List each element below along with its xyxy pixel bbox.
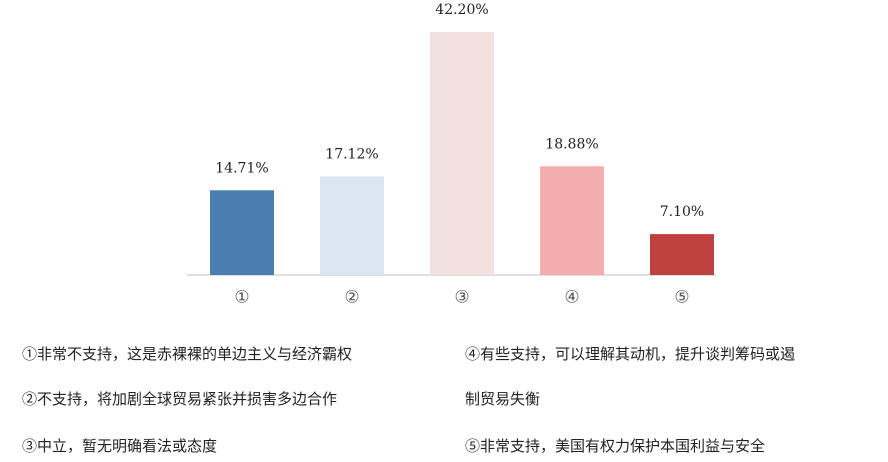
legend-note: ②不支持，将加剧全球贸易紧张并损害多边合作 [22, 390, 337, 408]
bar [650, 234, 714, 275]
bar [430, 32, 494, 275]
bar [210, 190, 274, 275]
legend-note: ⑤非常支持，美国有权力保护本国利益与安全 [465, 437, 765, 455]
legend-note: ①非常不支持，这是赤裸裸的单边主义与经济霸权 [22, 345, 352, 363]
x-tick-label: ② [344, 288, 359, 308]
value-label: 7.10% [660, 204, 704, 220]
legend-note: ④有些支持，可以理解其动机，提升谈判筹码或遏 [465, 345, 795, 363]
legend-note: 制贸易失衡 [465, 390, 540, 408]
bar [540, 166, 604, 275]
x-tick-label: ⑤ [674, 288, 689, 308]
x-tick-label: ④ [564, 288, 579, 308]
x-tick-label: ③ [454, 288, 469, 308]
legend-note: ③中立，暂无明确看法或态度 [22, 437, 217, 455]
bar [320, 176, 384, 275]
value-label: 18.88% [545, 136, 598, 152]
x-tick-label: ① [234, 288, 249, 308]
value-label: 14.71% [215, 160, 268, 176]
value-label: 17.12% [325, 146, 378, 162]
value-label: 42.20% [435, 2, 488, 18]
